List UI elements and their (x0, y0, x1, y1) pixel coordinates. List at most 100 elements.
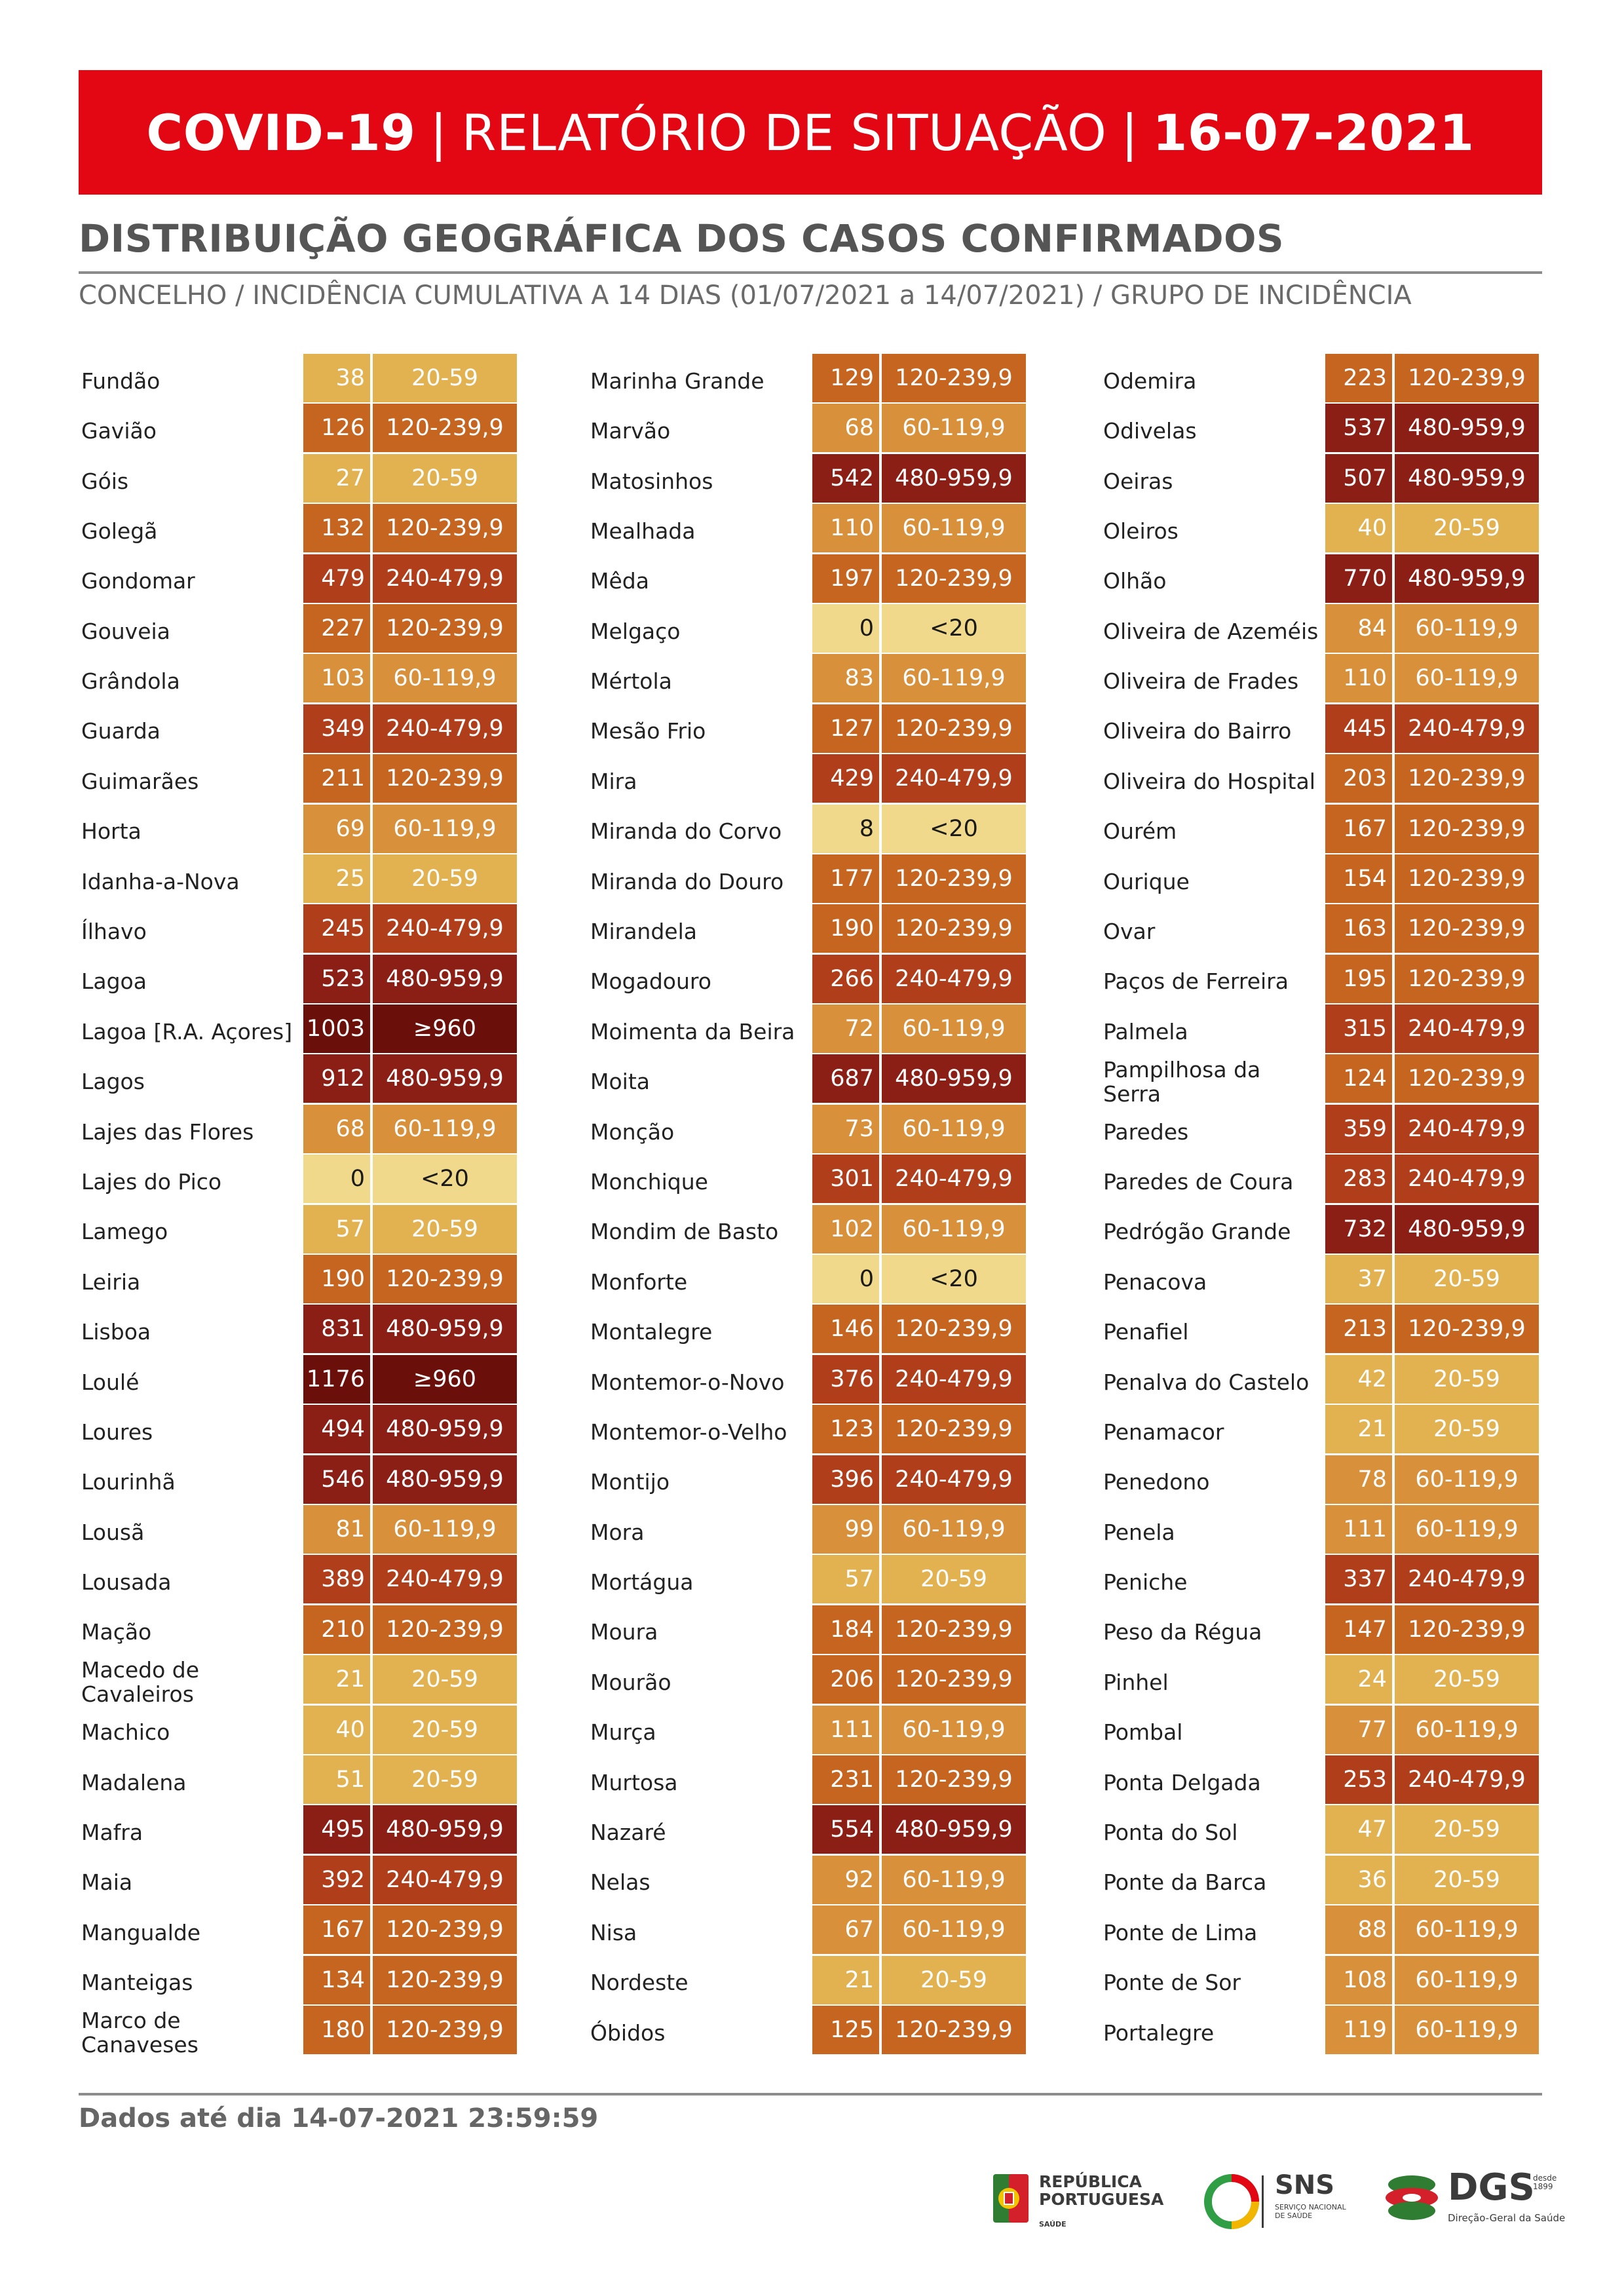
incidence-group: 120-239,9 (1395, 754, 1539, 803)
incidence-value: 337 (1325, 1555, 1392, 1604)
incidence-value: 732 (1325, 1204, 1392, 1253)
incidence-value: 126 (303, 404, 370, 453)
incidence-group: 480-959,9 (1395, 404, 1539, 453)
incidence-group: 120-239,9 (373, 1905, 517, 1955)
incidence-value: 108 (1325, 1955, 1392, 2004)
incidence-group: 20-59 (373, 1705, 517, 1754)
municipality-row: Montijo 396 240-479,9 (588, 1455, 1040, 1505)
incidence-value: 223 (1325, 354, 1392, 402)
incidence-value: 197 (812, 554, 879, 603)
incidence-value: 129 (812, 354, 879, 402)
incidence-value: 154 (1325, 854, 1392, 903)
municipality-name: Olhão (1103, 568, 1167, 594)
municipality-name: Loures (81, 1419, 153, 1445)
incidence-value: 57 (303, 1204, 370, 1253)
incidence-value: 21 (303, 1655, 370, 1704)
incidence-value: 315 (1325, 1004, 1392, 1054)
municipality-name: Moimenta da Beira (590, 1018, 795, 1044)
municipality-row: Odivelas 537 480-959,9 (1101, 404, 1553, 453)
municipality-name: Monchique (590, 1168, 708, 1195)
incidence-value: 213 (1325, 1305, 1392, 1354)
incidence-value: 132 (303, 504, 370, 553)
municipality-name: Portalegre (1103, 2019, 1215, 2046)
incidence-value: 203 (1325, 754, 1392, 803)
municipality-column-2: Marinha Grande 129 120-239,9 Marvão 68 60-119… (588, 354, 1040, 2056)
municipality-row: Grândola 103 60-119,9 (79, 654, 531, 704)
incidence-group: 60-119,9 (882, 1705, 1026, 1754)
municipality-row: Manteigas 134 120-239,9 (79, 1955, 531, 2006)
municipality-row: Marco de Canaveses 180 120-239,9 (79, 2005, 531, 2058)
municipality-row: Horta 69 60-119,9 (79, 804, 531, 854)
footer-divider (79, 2093, 1542, 2095)
municipality-row: Portalegre 119 60-119,9 (1101, 2005, 1553, 2056)
municipality-name: Góis (81, 468, 129, 494)
municipality-name: Peniche (1103, 1569, 1188, 1596)
municipality-name: Lourinhã (81, 1469, 176, 1495)
municipality-name: Miranda do Douro (590, 868, 784, 894)
incidence-value: 8 (812, 804, 879, 853)
municipality-row: Mourão 206 120-239,9 (588, 1655, 1040, 1705)
banner-title-covid: COVID-19 (146, 103, 416, 162)
municipality-name: Gondomar (81, 568, 195, 594)
municipality-name: Lajes do Pico (81, 1168, 222, 1195)
municipality-name: Mondim de Basto (590, 1219, 779, 1245)
municipality-name: Macedo de Cavaleiros (81, 1657, 200, 1708)
incidence-group: 60-119,9 (882, 1504, 1026, 1554)
municipality-row: Monção 73 60-119,9 (588, 1104, 1040, 1155)
municipality-row: Paços de Ferreira 195 120-239,9 (1101, 954, 1553, 1004)
banner-separator: | (430, 103, 447, 162)
incidence-group: 120-239,9 (882, 1755, 1026, 1804)
incidence-group: 240-479,9 (1395, 1104, 1539, 1153)
incidence-value: 68 (812, 404, 879, 453)
municipality-name: Óbidos (590, 2019, 666, 2046)
section-subtitle: CONCELHO / INCIDÊNCIA CUMULATIVA A 14 DI… (79, 280, 1412, 311)
municipality-row: Lagoa [R.A. Açores] 1003 ≥960 (79, 1004, 531, 1054)
municipality-row: Penela 111 60-119,9 (1101, 1504, 1553, 1555)
municipality-name: Miranda do Corvo (590, 818, 782, 845)
municipality-name: Leiria (81, 1269, 141, 1295)
incidence-value: 301 (812, 1155, 879, 1204)
incidence-value: 72 (812, 1004, 879, 1054)
municipality-row: Peso da Régua 147 120-239,9 (1101, 1605, 1553, 1655)
dgs-stack-icon (1386, 2175, 1438, 2220)
incidence-group: 60-119,9 (882, 404, 1026, 453)
incidence-group: 20-59 (373, 1204, 517, 1253)
municipality-name: Marco de Canaveses (81, 2008, 198, 2058)
incidence-group: 120-239,9 (1395, 854, 1539, 903)
municipality-name: Nelas (590, 1869, 651, 1896)
municipality-row: Penamacor 21 20-59 (1101, 1405, 1553, 1455)
municipality-row: Mira 429 240-479,9 (588, 754, 1040, 804)
municipality-row: Mértola 83 60-119,9 (588, 654, 1040, 704)
republica-portuguesa-logo: REPÚBLICA PORTUGUESA SAÚDE (989, 2169, 1173, 2234)
incidence-value: 111 (1325, 1504, 1392, 1554)
municipality-name: Marvão (590, 418, 671, 444)
municipality-name: Palmela (1103, 1018, 1188, 1044)
incidence-group: 480-959,9 (373, 1405, 517, 1454)
incidence-group: 60-119,9 (373, 1104, 517, 1153)
incidence-value: 523 (303, 954, 370, 1003)
incidence-value: 180 (303, 2005, 370, 2054)
municipality-name: Montalegre (590, 1319, 713, 1345)
incidence-value: 103 (303, 654, 370, 703)
incidence-group: 480-959,9 (882, 1054, 1026, 1103)
municipality-row: Ponte de Lima 88 60-119,9 (1101, 1905, 1553, 1955)
report-banner: COVID-19 | RELATÓRIO DE SITUAÇÃO | 16-07… (79, 70, 1542, 195)
municipality-row: Ourique 154 120-239,9 (1101, 854, 1553, 904)
incidence-value: 445 (1325, 704, 1392, 753)
incidence-group: 120-239,9 (882, 904, 1026, 953)
incidence-value: 83 (812, 654, 879, 703)
incidence-value: 47 (1325, 1805, 1392, 1854)
municipality-name: Mora (590, 1519, 645, 1545)
incidence-value: 554 (812, 1805, 879, 1854)
municipality-name: Fundão (81, 368, 161, 394)
incidence-value: 27 (303, 453, 370, 503)
incidence-value: 177 (812, 854, 879, 903)
section-title: DISTRIBUIÇÃO GEOGRÁFICA DOS CASOS CONFIR… (79, 216, 1285, 261)
municipality-name: Murça (590, 1719, 656, 1746)
municipality-row: Pedrógão Grande 732 480-959,9 (1101, 1204, 1553, 1255)
incidence-value: 283 (1325, 1155, 1392, 1204)
municipality-name: Murtosa (590, 1769, 678, 1795)
municipality-name: Nordeste (590, 1970, 689, 1996)
municipality-row: Oeiras 507 480-959,9 (1101, 453, 1553, 504)
incidence-value: 770 (1325, 554, 1392, 603)
